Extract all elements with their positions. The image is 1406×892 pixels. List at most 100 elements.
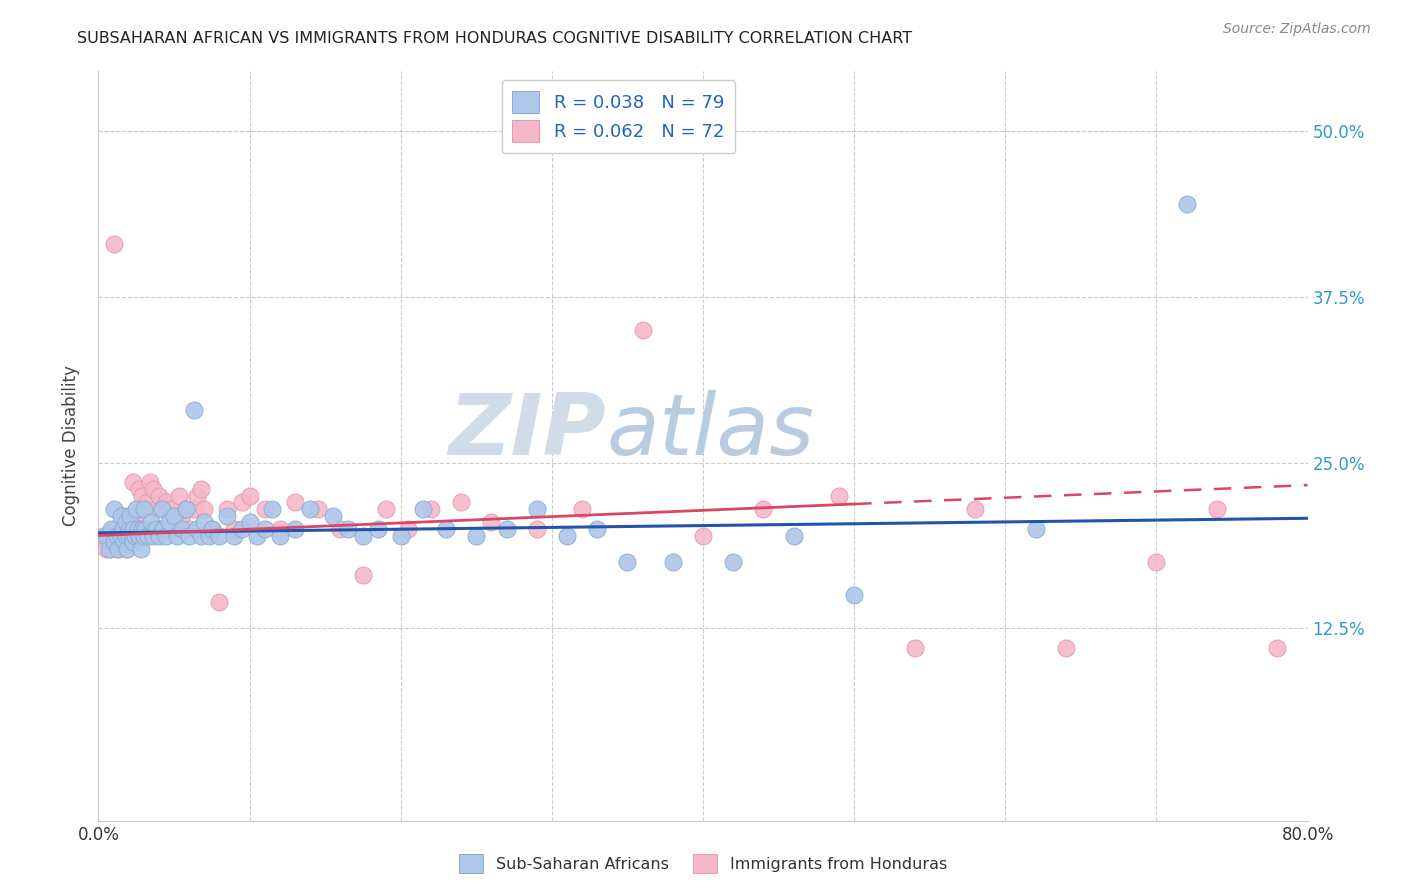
Point	[114, 528, 136, 542]
Point	[150, 522, 173, 536]
Point	[193, 515, 215, 529]
Point	[208, 528, 231, 542]
Y-axis label: Cognitive Disability: Cognitive Disability	[62, 366, 80, 526]
Text: ZIP: ZIP	[449, 390, 606, 473]
Point	[145, 522, 167, 536]
Point	[465, 528, 488, 542]
Point	[284, 522, 307, 536]
Point	[118, 528, 141, 542]
Point	[120, 508, 142, 523]
Point	[124, 528, 146, 542]
Point	[108, 528, 131, 542]
Point	[174, 502, 197, 516]
Point	[135, 495, 157, 509]
Point	[307, 502, 329, 516]
Point	[111, 528, 134, 542]
Point	[129, 541, 152, 556]
Point	[136, 528, 159, 542]
Point	[246, 528, 269, 542]
Point	[100, 522, 122, 536]
Point	[186, 522, 208, 536]
Point	[183, 502, 205, 516]
Point	[631, 323, 654, 337]
Point	[752, 502, 775, 516]
Point	[131, 522, 153, 536]
Point	[110, 522, 132, 536]
Point	[114, 515, 136, 529]
Point	[111, 522, 134, 536]
Point	[231, 522, 253, 536]
Point	[120, 508, 142, 523]
Point	[965, 502, 987, 516]
Point	[1024, 522, 1046, 536]
Point	[142, 482, 165, 496]
Point	[125, 508, 148, 523]
Point	[94, 528, 117, 542]
Point	[186, 489, 208, 503]
Point	[94, 541, 117, 556]
Point	[125, 502, 148, 516]
Point	[167, 489, 190, 503]
Point	[112, 508, 135, 523]
Point	[1054, 641, 1077, 656]
Point	[571, 502, 593, 516]
Point	[412, 502, 434, 516]
Point	[148, 489, 170, 503]
Point	[115, 541, 138, 556]
Point	[193, 502, 215, 516]
Point	[132, 528, 155, 542]
Point	[103, 502, 125, 516]
Point	[148, 528, 170, 542]
Point	[1206, 502, 1229, 516]
Point	[844, 588, 866, 602]
Point	[150, 502, 173, 516]
Point	[284, 495, 307, 509]
Point	[904, 641, 927, 656]
Point	[692, 528, 714, 542]
Point	[828, 489, 851, 503]
Point	[128, 482, 150, 496]
Point	[179, 522, 201, 536]
Point	[152, 522, 174, 536]
Point	[103, 236, 125, 251]
Point	[201, 522, 224, 536]
Legend: R = 0.038   N = 79, R = 0.062   N = 72: R = 0.038 N = 79, R = 0.062 N = 72	[502, 80, 735, 153]
Point	[124, 528, 146, 542]
Point	[114, 528, 136, 542]
Point	[481, 515, 503, 529]
Point	[115, 522, 138, 536]
Point	[91, 528, 114, 542]
Point	[114, 541, 136, 556]
Point	[190, 482, 212, 496]
Point	[122, 535, 145, 549]
Point	[163, 508, 186, 523]
Point	[132, 502, 155, 516]
Legend: Sub-Saharan Africans, Immigrants from Honduras: Sub-Saharan Africans, Immigrants from Ho…	[453, 847, 953, 880]
Point	[526, 522, 548, 536]
Point	[352, 528, 374, 542]
Point	[118, 528, 141, 542]
Point	[420, 502, 443, 516]
Point	[141, 515, 163, 529]
Point	[98, 528, 121, 542]
Point	[269, 522, 291, 536]
Point	[129, 502, 152, 516]
Point	[122, 475, 145, 490]
Point	[107, 541, 129, 556]
Point	[174, 502, 197, 516]
Point	[253, 522, 276, 536]
Point	[139, 475, 162, 490]
Point	[783, 528, 806, 542]
Point	[127, 522, 149, 536]
Point	[396, 522, 419, 536]
Point	[586, 522, 609, 536]
Point	[127, 522, 149, 536]
Point	[555, 528, 578, 542]
Point	[389, 528, 412, 542]
Point	[121, 528, 143, 542]
Point	[239, 489, 262, 503]
Point	[231, 495, 253, 509]
Point	[155, 528, 177, 542]
Point	[1144, 555, 1167, 569]
Point	[215, 508, 238, 523]
